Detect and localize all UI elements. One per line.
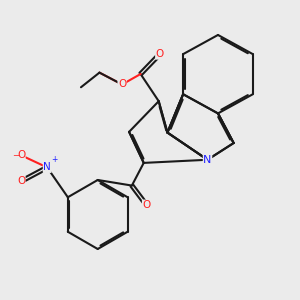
Text: O: O [156, 49, 164, 59]
Text: +: + [52, 155, 58, 164]
Text: N: N [203, 155, 212, 165]
Text: O: O [118, 80, 126, 89]
Text: O: O [17, 150, 25, 160]
Text: O: O [17, 176, 25, 186]
Text: −: − [12, 151, 19, 160]
Text: N: N [43, 162, 51, 172]
Text: O: O [142, 200, 151, 210]
